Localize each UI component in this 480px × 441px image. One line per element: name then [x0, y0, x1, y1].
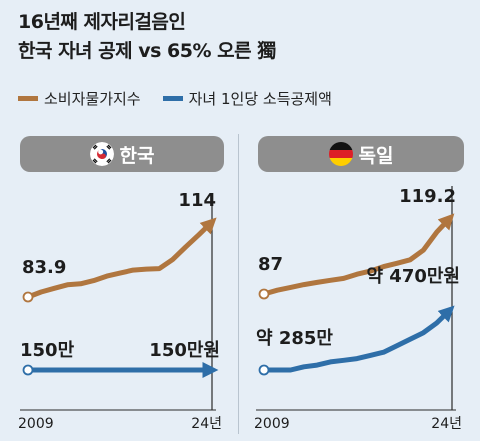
- x-tick-label-end: 24년: [431, 416, 462, 432]
- end-value-label-deduction: 150만원: [149, 340, 220, 361]
- panel-divider: [238, 134, 239, 434]
- legend-swatch-cpi: [18, 96, 38, 101]
- panel-name-korea: 한국: [119, 144, 155, 167]
- series-line-cpi: [25, 217, 217, 300]
- legend-item-deduction: 자녀 1인당 소득공제액: [162, 88, 332, 109]
- legend-swatch-deduction: [162, 96, 183, 101]
- series-line-cpi: [261, 213, 455, 297]
- panel-header-germany: 독일: [258, 136, 464, 172]
- start-value-label-deduction: 약 285만: [256, 327, 333, 349]
- start-value-label-cpi: 83.9: [22, 257, 66, 278]
- start-point-deduction: [258, 364, 270, 376]
- legend: 소비자물가지수 자녀 1인당 소득공제액: [18, 88, 354, 109]
- end-value-label-cpi: 114: [178, 190, 216, 211]
- end-value-label-cpi: 119.2: [399, 186, 456, 207]
- end-value-label-deduction: 약 470만원: [366, 265, 460, 287]
- start-point-cpi: [22, 291, 34, 303]
- korea-flag-icon: [89, 142, 114, 166]
- panel-header-korea: 한국: [20, 136, 224, 172]
- x-tick-label-start: 2009: [254, 416, 290, 432]
- title-line-1: 16년째 제자리걸음인: [18, 11, 186, 33]
- start-point-cpi: [258, 288, 270, 300]
- legend-item-cpi: 소비자물가지수: [18, 88, 141, 109]
- series-line-deduction: [261, 305, 455, 373]
- legend-label-cpi: 소비자물가지수: [44, 90, 141, 108]
- start-point-deduction: [22, 364, 34, 376]
- panel-name-germany: 독일: [358, 144, 394, 167]
- start-value-label-cpi: 87: [258, 254, 283, 275]
- chart-title: 16년째 제자리걸음인 한국 자녀 공제 vs 65% 오른 獨: [18, 8, 276, 66]
- legend-label-deduction: 자녀 1인당 소득공제액: [188, 90, 332, 108]
- title-line-2: 한국 자녀 공제 vs 65% 오른 獨: [18, 40, 276, 62]
- start-value-label-deduction: 150만: [20, 340, 75, 361]
- germany-flag-icon: [328, 142, 353, 166]
- x-tick-label-start: 2009: [18, 416, 54, 432]
- x-tick-label-end: 24년: [191, 416, 222, 432]
